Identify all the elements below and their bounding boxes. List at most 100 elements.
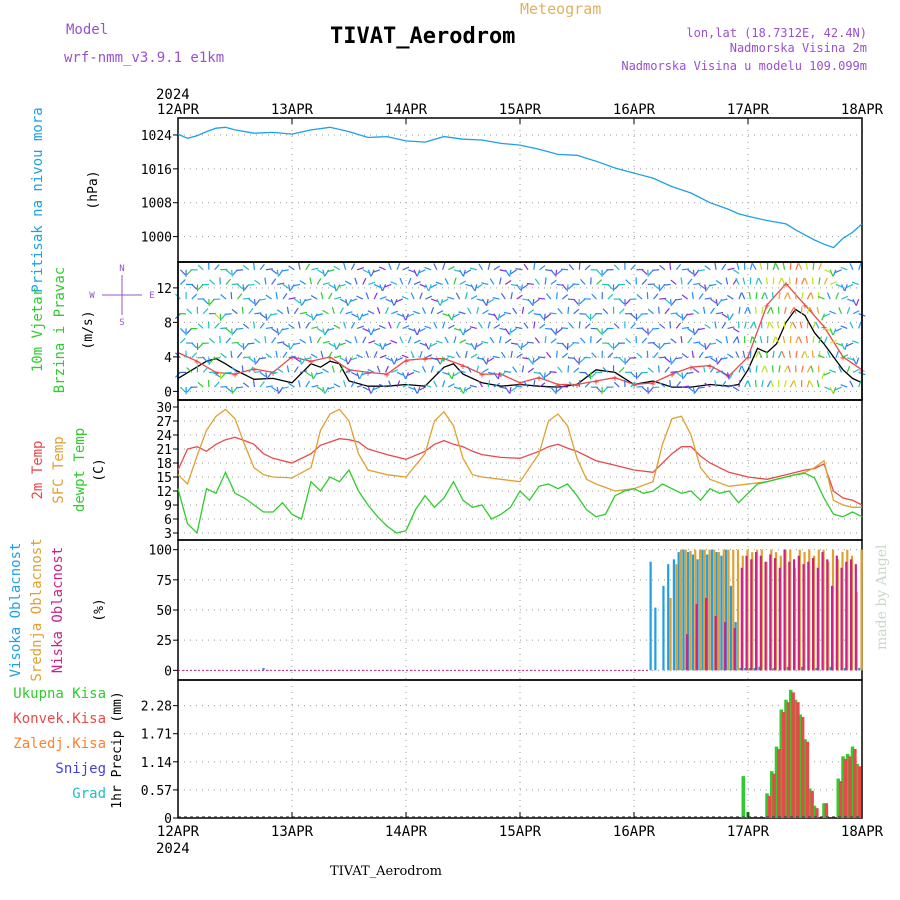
compass-n: N (119, 264, 124, 274)
wind-arrow (680, 336, 683, 344)
wind-arrow (264, 277, 267, 285)
wind-arrow (805, 336, 808, 344)
wind-arrow (681, 353, 689, 359)
wind-arrow (186, 367, 193, 373)
wind-arrow (416, 386, 421, 394)
wind-arrow (510, 292, 513, 300)
wind-arrow (299, 280, 307, 285)
wind-arrow (378, 383, 386, 388)
wind-arrow (787, 365, 791, 373)
wind-arrow (721, 313, 729, 319)
wind-arrow (781, 277, 786, 285)
wind-arrow (641, 269, 648, 275)
gust-marker: + (631, 380, 637, 391)
wind-arrow (336, 342, 341, 350)
gust-marker: + (821, 323, 827, 334)
wind-arrow (801, 292, 804, 300)
wind-arrow (532, 298, 535, 307)
wind-arrow (829, 369, 837, 373)
wind-arrow (832, 386, 837, 394)
bar-cloud_low (807, 561, 810, 671)
wind-arrow (835, 342, 843, 347)
wind-arrow (826, 351, 831, 358)
wind-arrow (789, 307, 795, 315)
wind-arrow (670, 312, 678, 315)
bar-cloud_high (739, 667, 742, 671)
wind-arrow (231, 341, 239, 344)
cloud-axis-unit: (%) (92, 598, 107, 621)
wind-arrow (573, 308, 580, 315)
wind-arrow (758, 351, 763, 358)
wind-arrow (410, 292, 415, 300)
wind-arrow (636, 352, 643, 359)
wind-arrow (481, 340, 489, 344)
bar-cloud_high (772, 667, 775, 671)
wind-arrow (834, 386, 842, 391)
wind-arrow (539, 382, 546, 388)
wind-arrow (792, 321, 797, 329)
wind-arrow (179, 327, 186, 334)
y-tick-label: 1000 (141, 231, 172, 246)
bar-precip_conv (843, 758, 848, 818)
wind-arrow (829, 386, 834, 394)
wind-arrow (818, 277, 821, 285)
wind-arrow (408, 327, 416, 332)
wind-arrow (236, 342, 244, 348)
wind-arrow (242, 343, 245, 351)
wind-arrow (761, 292, 766, 300)
wind-arrow (664, 298, 671, 305)
wind-arrow (464, 386, 472, 392)
wind-arrow (618, 366, 625, 373)
wind-arrow (567, 306, 570, 314)
wind-arrow (795, 350, 798, 358)
wind-arrow (271, 278, 277, 285)
wind-arrow (322, 328, 326, 336)
precip-legend-item: Zaledj.Kisa (13, 736, 106, 752)
wind-arrow (686, 371, 694, 375)
wind-arrow (715, 338, 723, 344)
wind-arrow (509, 328, 512, 336)
wind-arrow (748, 292, 751, 300)
wind-arrow (236, 386, 244, 389)
wind-arrow (533, 380, 536, 388)
bar-precip_total (798, 714, 802, 818)
wind-arrow (573, 367, 580, 373)
wind-arrow (681, 385, 689, 388)
wind-arrow (487, 380, 491, 388)
wind-arrow (430, 342, 438, 347)
wind-arrow (236, 351, 243, 359)
wind-arrow (640, 371, 648, 374)
wind-arrow (709, 342, 717, 346)
y-tick-label: 50 (156, 604, 172, 619)
wind-arrow (788, 277, 791, 285)
wind-arrow (493, 324, 501, 329)
wind-arrow (396, 357, 403, 362)
wind-arrow (664, 357, 671, 363)
wind-arrow (596, 337, 602, 344)
wind-arrow (729, 313, 734, 320)
wind-arrow (492, 297, 500, 300)
wind-arrow (288, 284, 291, 292)
wind-arrow (489, 336, 495, 344)
wind-arrow (561, 284, 568, 291)
wind-arrow (379, 284, 383, 292)
wind-arrow (298, 262, 301, 270)
wind-arrow (356, 384, 364, 388)
wind-arrow (591, 293, 597, 300)
wind-arrow (522, 342, 529, 348)
wind-arrow (556, 386, 563, 393)
wind-arrow (693, 367, 700, 373)
wind-arrow (365, 350, 370, 358)
bar-precip_conv (800, 716, 805, 818)
wind-arrow (447, 383, 455, 388)
wind-arrow (336, 284, 341, 291)
wind-arrow (416, 328, 421, 336)
wind-arrow (809, 380, 814, 388)
wind-arrow (500, 351, 506, 359)
bar-cloud_low (835, 555, 838, 671)
wind-arrow (659, 264, 666, 271)
wind-arrow (230, 292, 233, 300)
bar-cloud_low (792, 559, 796, 671)
wind-arrow (841, 295, 849, 300)
wind-arrow (424, 266, 432, 271)
